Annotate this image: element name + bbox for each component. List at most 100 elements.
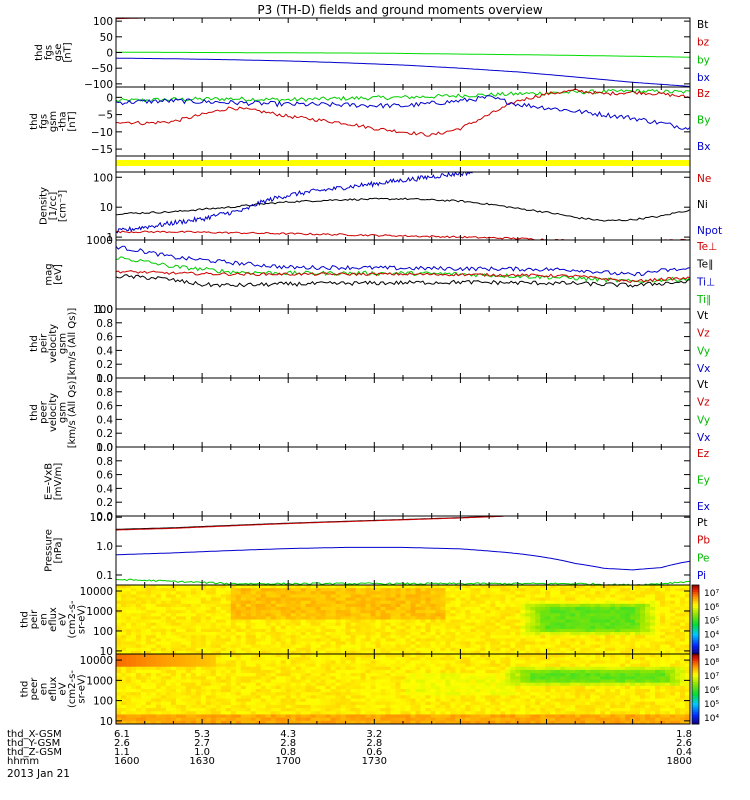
spectrogram-cell bbox=[125, 641, 132, 646]
spectrogram-cell bbox=[390, 588, 397, 592]
spectrogram-cell bbox=[135, 669, 142, 674]
spectrogram-cell bbox=[165, 650, 172, 654]
spectrogram-cell bbox=[555, 594, 561, 599]
spectrogram-cell bbox=[205, 644, 212, 649]
spectrogram-cell bbox=[560, 588, 566, 592]
spectrogram-cell bbox=[480, 708, 486, 712]
y-label-line: mag bbox=[43, 263, 54, 285]
spectrogram-cell bbox=[460, 704, 466, 709]
spectrogram-cell bbox=[490, 628, 496, 633]
spectrogram-cell bbox=[205, 647, 212, 652]
spectrogram-cell bbox=[430, 610, 437, 614]
spectrogram-cell bbox=[260, 698, 267, 703]
spectrogram-cell bbox=[470, 635, 476, 639]
spectrogram-cell bbox=[260, 711, 267, 716]
spectrogram-cell bbox=[485, 641, 491, 646]
spectrogram-cell bbox=[116, 657, 122, 661]
spectrogram-cell bbox=[350, 603, 357, 608]
spectrogram-cell bbox=[250, 635, 257, 639]
spectrogram-cell bbox=[660, 591, 666, 596]
spectrogram-cell bbox=[255, 591, 262, 596]
spectrogram-cell bbox=[650, 625, 656, 630]
spectrogram-cell bbox=[575, 669, 581, 674]
spectrogram-cell bbox=[120, 654, 127, 658]
spectrogram-cell bbox=[145, 657, 152, 661]
spectrogram-cell bbox=[620, 708, 626, 712]
spectrogram-cell bbox=[215, 708, 222, 712]
y-label-line: thd bbox=[29, 404, 40, 421]
spectrogram-cell bbox=[625, 606, 631, 611]
spectrogram-cell bbox=[535, 685, 541, 690]
spectrogram-cell bbox=[615, 682, 621, 687]
spectrogram-cell bbox=[385, 666, 392, 671]
spectrogram-cell bbox=[565, 717, 571, 722]
spectrogram-cell bbox=[630, 635, 636, 639]
spectrogram-cell bbox=[485, 657, 491, 661]
spectrogram-cell bbox=[340, 622, 347, 627]
spectrogram-cell bbox=[185, 644, 192, 649]
spectrogram-cell bbox=[420, 606, 427, 611]
spectrogram-cell bbox=[520, 669, 526, 674]
spectrogram-cell bbox=[320, 717, 327, 722]
spectrogram-cell bbox=[495, 711, 501, 716]
spectrogram-cell bbox=[275, 711, 282, 716]
spectrogram-cell bbox=[420, 669, 427, 674]
spectrogram-cell bbox=[445, 669, 452, 674]
spectrogram-cell bbox=[645, 632, 651, 636]
spectrogram-cell bbox=[360, 650, 367, 654]
spectrogram-cell bbox=[285, 625, 292, 630]
spectrogram-cell bbox=[355, 591, 362, 596]
spectrogram-cell bbox=[675, 619, 681, 624]
spectrogram-cell bbox=[340, 638, 347, 643]
spectrogram-cell bbox=[375, 616, 382, 621]
spectrogram-cell bbox=[390, 698, 397, 703]
spectrogram-cell bbox=[480, 669, 486, 674]
spectrogram-cell bbox=[515, 616, 521, 621]
spectrogram-cell bbox=[565, 610, 571, 614]
spectrogram-cell bbox=[220, 695, 227, 700]
spectrogram-cell bbox=[680, 625, 686, 630]
spectrogram-cell bbox=[210, 619, 217, 624]
spectrogram-cell bbox=[580, 711, 586, 716]
spectrogram-cell bbox=[315, 635, 322, 639]
spectrogram-cell bbox=[195, 600, 202, 605]
spectrogram-cell bbox=[330, 610, 337, 614]
spectrogram-cell bbox=[550, 714, 556, 719]
spectrogram-cell bbox=[455, 708, 461, 712]
spectrogram-cell bbox=[460, 600, 466, 605]
spectrogram-cell bbox=[265, 603, 272, 608]
spectrogram-cell bbox=[185, 650, 192, 654]
spectrogram-cell bbox=[350, 613, 357, 617]
spectrogram-cell bbox=[425, 622, 432, 627]
spectrogram-cell bbox=[590, 616, 596, 621]
spectrogram-cell bbox=[330, 597, 337, 602]
spectrogram-cell bbox=[370, 708, 377, 712]
spectrogram-cell bbox=[285, 666, 292, 671]
spectrogram-cell bbox=[250, 673, 257, 677]
spectrogram-cell bbox=[145, 622, 152, 627]
spectrogram-cell bbox=[275, 613, 282, 617]
spectrogram-cell bbox=[490, 594, 496, 599]
spectrogram-cell bbox=[590, 682, 596, 687]
spectrogram-cell bbox=[615, 591, 621, 596]
spectrogram-cell bbox=[350, 692, 357, 696]
spectrogram-cell bbox=[195, 695, 202, 700]
spectrogram-cell bbox=[340, 585, 347, 589]
spectrogram-cell bbox=[375, 647, 382, 652]
spectrogram-cell bbox=[200, 666, 207, 671]
spectrogram-cell bbox=[615, 708, 621, 712]
spectrogram-cell bbox=[450, 657, 457, 661]
spectrogram-cell bbox=[505, 679, 511, 684]
spectrogram-cell bbox=[300, 660, 307, 665]
spectrogram-cell bbox=[185, 660, 192, 665]
spectrogram-cell bbox=[490, 606, 496, 611]
spectrogram-cell bbox=[535, 676, 541, 681]
spectrogram-cell bbox=[260, 666, 267, 671]
spectrogram-cell bbox=[615, 638, 621, 643]
spectrogram-cell bbox=[465, 720, 471, 724]
spectrogram-cell bbox=[610, 597, 616, 602]
spectrogram-cell bbox=[330, 685, 337, 690]
spectrogram-cell bbox=[570, 597, 576, 602]
spectrogram-cell bbox=[435, 625, 442, 630]
spectrogram-cell bbox=[610, 708, 616, 712]
